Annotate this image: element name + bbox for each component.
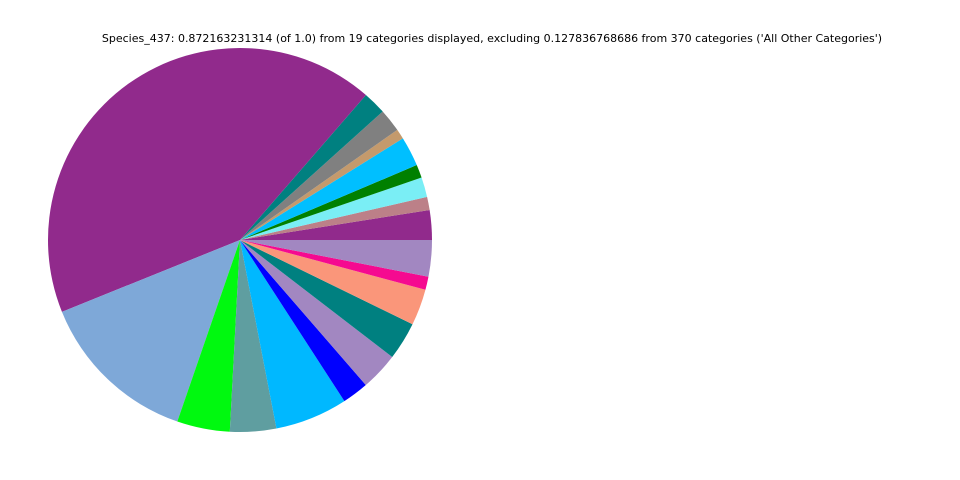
pie-slice [240, 196, 430, 240]
pie-slice [240, 240, 345, 429]
pie-slice [240, 240, 413, 358]
pie-slice [240, 240, 426, 325]
pie-slice [47, 47, 366, 312]
pie-slice [240, 165, 422, 240]
pie-slice [240, 129, 403, 240]
pie-slice [61, 240, 241, 422]
pie-slice [177, 240, 240, 432]
pie-slice [240, 209, 432, 240]
pie-slice [240, 240, 433, 277]
pie-slice [240, 177, 428, 240]
pie-slice [240, 240, 393, 386]
pie-slice [240, 240, 429, 290]
chart-title: Species_437: 0.872163231314 (of 1.0) fro… [102, 32, 882, 45]
pie-slice [240, 95, 383, 241]
pie-slice [240, 240, 366, 402]
pie-slice [240, 111, 398, 240]
pie-slice [240, 138, 417, 240]
pie-slice [229, 240, 277, 432]
